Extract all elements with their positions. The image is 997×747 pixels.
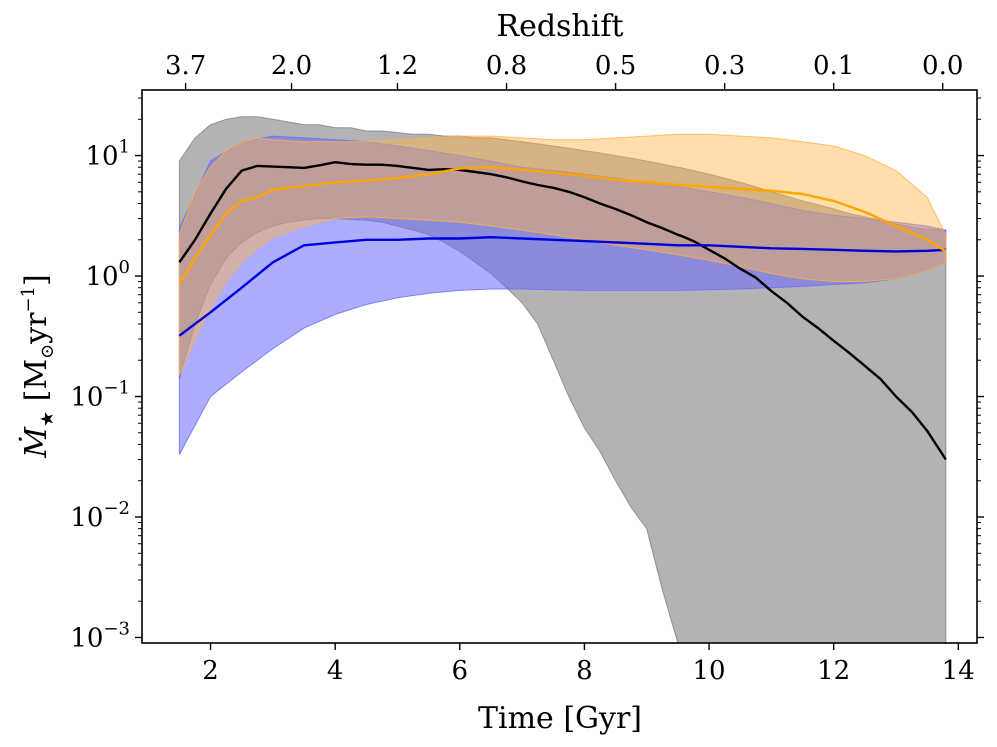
lines-layer [178,160,947,461]
x-tick-label: 10 [693,656,726,686]
top-axis-title: Redshift [496,9,623,44]
x-tick-label: 12 [817,656,850,686]
y-axis-title-unit-exp: −1 [18,286,39,313]
blue-median-line [178,235,946,337]
top-tick-label: 0.0 [922,51,963,81]
y-axis-title-main: Ṁ [18,426,54,459]
svg-text:Ṁ★ [M⊙yr−1]: Ṁ★ [M⊙yr−1] [18,274,58,458]
y-tick-label: 10−2 [70,498,130,533]
y-tick-label: 100 [85,257,130,292]
y-axis-title-unit-tail: yr [19,312,54,345]
ticks-layer: 2 4 6 8 10 12 14 101 100 10−1 10−2 10−3 3.7 2.0 1.2 0.8… [70,51,984,686]
orange-median-line [178,165,947,286]
top-tick-label: 0.1 [813,51,854,81]
top-tick-label: 0.5 [595,51,636,81]
x-tick-label: 6 [452,656,469,686]
x-axis-title: Time [Gyr] [478,701,642,736]
y-axis-title-unit-close: ] [19,274,54,286]
top-tick-label: 0.3 [704,51,745,81]
y-axis-title-unit: [M [19,359,54,411]
x-tick-label: 2 [202,656,219,686]
y-axis-title-sub: ★ [37,411,58,427]
plot-frame [141,89,978,644]
x-tick-label: 14 [942,656,975,686]
x-tick-label: 8 [576,656,593,686]
y-axis-title-unit-sub: ⊙ [37,344,58,359]
gray-median-line [178,160,947,461]
y-axis-title: Ṁ★ [M⊙yr−1] [18,274,58,458]
x-tick-label: 4 [327,656,344,686]
top-tick-label: 3.7 [165,51,206,81]
y-tick-label: 10−1 [70,378,130,413]
top-tick-label: 1.2 [377,51,418,81]
y-tick-label: 101 [85,137,130,172]
top-tick-label: 0.8 [486,51,527,81]
y-tick-label: 10−3 [70,618,130,653]
orange-band [178,133,947,376]
top-tick-label: 2.0 [271,51,312,81]
bands-layer [178,116,947,644]
